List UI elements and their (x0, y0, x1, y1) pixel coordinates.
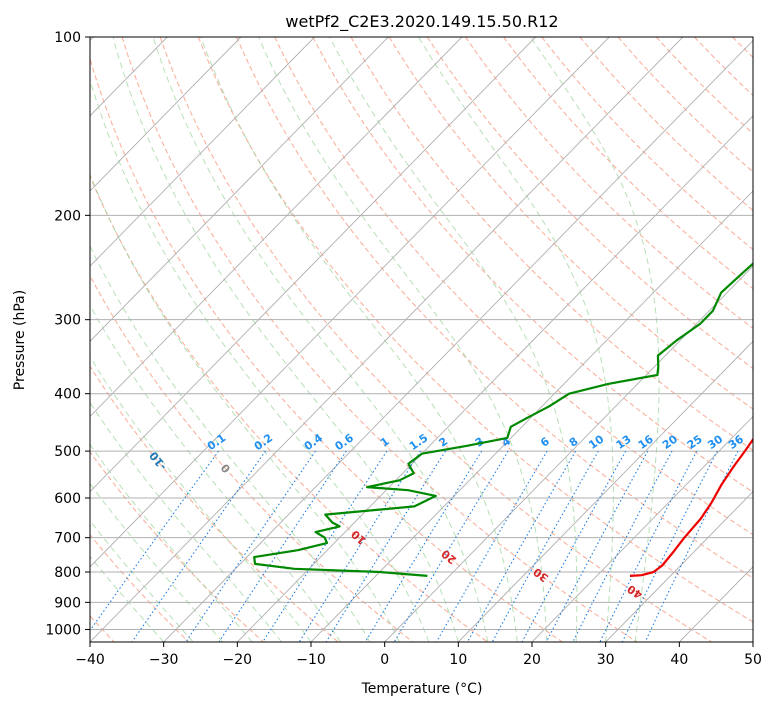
moist-adiabat-line (90, 304, 341, 642)
mixing-ratio-line (393, 450, 509, 642)
x-tick-label: −10 (296, 652, 326, 668)
moist-adiabat-line (152, 37, 489, 642)
mixing-ratio-line (545, 450, 649, 642)
y-tick-label: 600 (54, 491, 81, 507)
x-axis-label: Temperature (°C) (361, 681, 483, 697)
dry-adiabat-line (121, 37, 638, 642)
moist-adiabat-line (90, 482, 223, 642)
plot-background-lines (90, 37, 753, 642)
isotherm-line (90, 37, 610, 568)
y-tick-label: 900 (54, 595, 81, 611)
moist-adiabat-line (530, 37, 660, 642)
dry-adiabat-line (579, 37, 753, 212)
dry-adiabat-line (197, 37, 753, 623)
moist-adiabat-line (112, 37, 459, 642)
x-axis-ticks: −40 −30 −20 −10 0 10 20 30 40 50 (75, 642, 762, 668)
moist-adiabat-line (90, 173, 400, 642)
y-tick-label: 700 (54, 531, 81, 547)
isotherm-line (90, 37, 684, 642)
moist-adiabat-line (329, 37, 578, 642)
mixing-ratio-line (364, 450, 483, 642)
mixing-ratio-line (521, 450, 627, 642)
isotherm-line (605, 491, 753, 642)
isotherm-line (163, 39, 753, 642)
moist-adiabat-line (90, 245, 371, 642)
dry-adiabat-line (159, 37, 712, 642)
mixing-ratio-line (491, 450, 599, 642)
dry-adiabat-line (465, 37, 753, 330)
moist-adiabat-line (258, 37, 548, 642)
x-tick-label: −20 (223, 652, 253, 668)
chart-title: wetPf2_C2E3.2020.149.15.50.R12 (285, 12, 558, 32)
moist-adiabat-line (418, 37, 614, 642)
dry-adiabat-line (90, 533, 190, 642)
moist-adiabat-line (200, 37, 518, 642)
line-labels: -100-90-80-70-60-50-40-30-20-10010203040… (147, 431, 747, 601)
x-tick-label: −40 (75, 652, 105, 668)
isotherm-line (458, 340, 753, 642)
x-tick-label: 0 (380, 652, 389, 668)
y-tick-label: 500 (54, 444, 81, 460)
isotherm-line (90, 37, 389, 342)
dry-adiabat-line (350, 37, 753, 452)
y-tick-label: 800 (54, 565, 81, 581)
plot-frame (89, 36, 754, 643)
dry-adiabat-line (90, 451, 264, 642)
x-tick-label: 10 (449, 652, 467, 668)
x-tick-label: −30 (149, 652, 179, 668)
mixing-ratio-line (325, 450, 446, 642)
isotherm-line (90, 37, 315, 267)
dry-adiabat-line (426, 37, 753, 370)
mixing-ratio-line (644, 450, 739, 642)
isotherm-line (310, 190, 753, 642)
mixing-ratio-line (131, 450, 266, 642)
x-tick-label: 40 (670, 652, 688, 668)
isotherm-line (531, 415, 753, 642)
moist-adiabat-line (90, 401, 282, 642)
dry-adiabat-line (388, 37, 753, 410)
y-axis-label: Pressure (hPa) (12, 290, 28, 390)
moist-adiabat-line (90, 443, 253, 642)
x-tick-label: 30 (597, 652, 615, 668)
isotherm-line (90, 37, 242, 192)
isotherm-line (90, 37, 536, 493)
mixing-ratio-line (467, 450, 577, 642)
y-tick-label: 300 (54, 313, 81, 329)
mixing-ratio-line (435, 450, 548, 642)
isotherm-line (237, 115, 753, 642)
isotherm-line (90, 37, 463, 418)
dry-adiabat-line (503, 37, 753, 290)
dry-adiabat-line (617, 37, 753, 173)
mixing-ratio-line (572, 450, 673, 642)
mixing-ratio-line (185, 450, 316, 642)
y-tick-label: 400 (54, 387, 81, 403)
dry-adiabat-line (236, 37, 753, 579)
temperature-line (629, 437, 753, 577)
profile-lines (253, 262, 753, 577)
y-tick-label: 100 (54, 30, 81, 46)
y-axis-ticks: 100 200 300 400 500 600 700 800 900 1000 (45, 30, 90, 638)
y-tick-label: 1000 (45, 622, 81, 638)
dry-adiabat-line (274, 37, 753, 536)
x-tick-label: 50 (744, 652, 762, 668)
x-tick-label: 20 (523, 652, 541, 668)
moist-adiabat-line (90, 78, 430, 642)
mixing-ratio-line (298, 450, 422, 642)
dewpoint-line (253, 262, 753, 577)
isotherm-line (384, 265, 753, 642)
dry-adiabat-line (90, 56, 563, 642)
y-tick-label: 200 (54, 208, 81, 224)
